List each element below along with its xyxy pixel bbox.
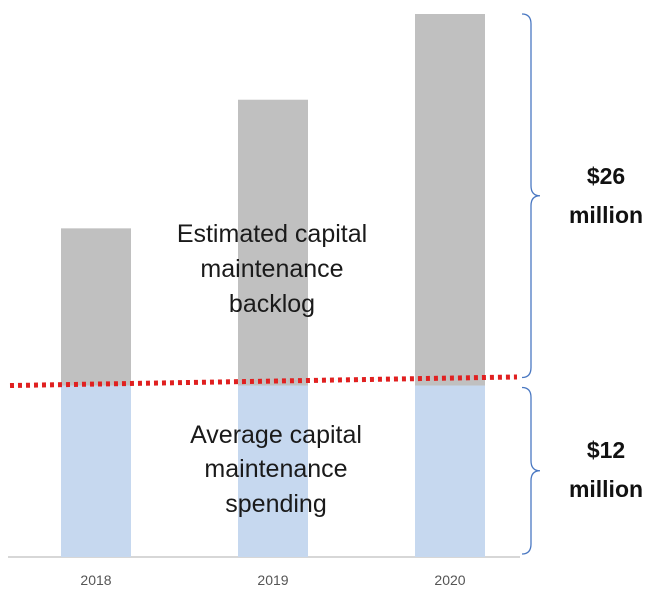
- backlog-annotation-line-1: Estimated capital: [176, 220, 368, 248]
- spending-amount-unit: million: [568, 476, 644, 502]
- x-tick-label-2018: 2018: [80, 572, 112, 588]
- x-tick-label-2020: 2020: [434, 572, 466, 588]
- spending-annotation-line-1: Average capital: [190, 421, 362, 449]
- backlog-bar-2020: [415, 14, 485, 386]
- backlog-annotation-line-2: maintenance: [200, 255, 344, 283]
- backlog-bar-2019: [238, 99, 308, 386]
- backlog-bar-2018: [61, 228, 131, 386]
- spending-series: [61, 385, 485, 557]
- spending-annotation-line-2: maintenance: [204, 455, 348, 483]
- spending-brace: [521, 386, 541, 555]
- spending-annotation-line-3: spending: [225, 490, 327, 518]
- backlog-series: [61, 14, 485, 386]
- spending-bar-2018: [61, 385, 131, 557]
- spending-bar-2019: [238, 385, 308, 557]
- backlog-amount-value: $26: [586, 163, 626, 189]
- x-tick-label-2019: 2019: [257, 572, 289, 588]
- spending-amount-value: $12: [586, 437, 626, 463]
- spending-bar-2020: [415, 385, 485, 557]
- backlog-brace: [521, 13, 541, 379]
- backlog-amount-unit: million: [568, 202, 644, 228]
- backlog-annotation-line-3: backlog: [228, 290, 316, 318]
